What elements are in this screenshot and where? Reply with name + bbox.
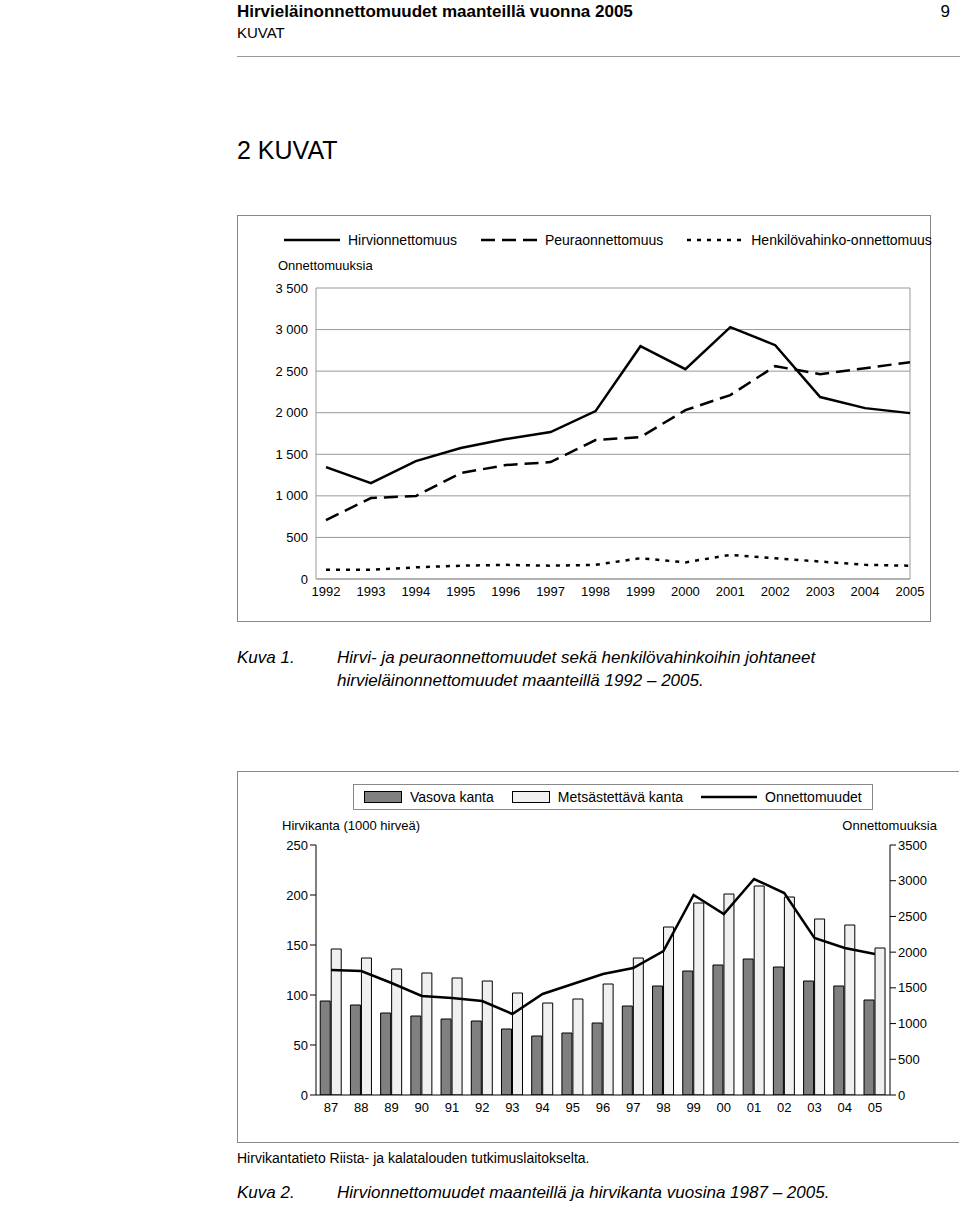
html-text:Henkilövahinko-onnettomuus: Henkilövahinko-onnettomuus bbox=[751, 232, 932, 248]
svg-text:200: 200 bbox=[286, 888, 308, 903]
svg-text:95: 95 bbox=[566, 1100, 580, 1115]
svg-text:94: 94 bbox=[535, 1100, 549, 1115]
svg-text:05: 05 bbox=[868, 1100, 882, 1115]
svg-text:1998: 1998 bbox=[581, 584, 610, 599]
html-text:Onnettomuuksia: Onnettomuuksia bbox=[842, 818, 937, 833]
svg-text:93: 93 bbox=[505, 1100, 519, 1115]
svg-text:92: 92 bbox=[475, 1100, 489, 1115]
html-text:Kuva 1.: Kuva 1. bbox=[237, 648, 295, 667]
svg-text:99: 99 bbox=[686, 1100, 700, 1115]
html-text:Hirvionnettomuus: Hirvionnettomuus bbox=[348, 232, 457, 248]
svg-text:2 500: 2 500 bbox=[275, 364, 308, 379]
svg-text:3500: 3500 bbox=[898, 838, 927, 853]
svg-text:250: 250 bbox=[286, 838, 308, 853]
svg-text:2002: 2002 bbox=[761, 584, 790, 599]
svg-text:1992: 1992 bbox=[312, 584, 341, 599]
svg-text:3000: 3000 bbox=[898, 873, 927, 888]
svg-text:500: 500 bbox=[898, 1052, 920, 1067]
svg-text:150: 150 bbox=[286, 938, 308, 953]
html-text:Vasova kanta: Vasova kanta bbox=[410, 789, 494, 805]
svg-text:3 500: 3 500 bbox=[275, 281, 308, 296]
html-text:Onnettomuuksia: Onnettomuuksia bbox=[278, 258, 373, 273]
svg-text:1000: 1000 bbox=[898, 1016, 927, 1031]
html-text:hirvieläinonnettomuudet maante: hirvieläinonnettomuudet maanteillä 1992 … bbox=[337, 671, 704, 690]
svg-text:2004: 2004 bbox=[851, 584, 880, 599]
svg-text:2000: 2000 bbox=[671, 584, 700, 599]
svg-text:1999: 1999 bbox=[626, 584, 655, 599]
svg-text:1996: 1996 bbox=[491, 584, 520, 599]
html-text:Peuraonnettomuus: Peuraonnettomuus bbox=[544, 232, 664, 248]
svg-text:97: 97 bbox=[626, 1100, 640, 1115]
svg-text:50: 50 bbox=[294, 1038, 308, 1053]
svg-text:2005: 2005 bbox=[896, 584, 925, 599]
svg-text:1500: 1500 bbox=[898, 980, 927, 995]
html-text:Hirvionnettomuudet maanteillä: Hirvionnettomuudet maanteillä ja hirvika… bbox=[337, 1183, 830, 1202]
html-text:KUVAT: KUVAT bbox=[237, 24, 285, 41]
svg-text:1995: 1995 bbox=[446, 584, 475, 599]
svg-text:87: 87 bbox=[324, 1100, 338, 1115]
html-text:Hirvi- ja peuraonnettomuudet s: Hirvi- ja peuraonnettomuudet sekä henkil… bbox=[337, 648, 816, 667]
html-text:Metsästettävä kanta: Metsästettävä kanta bbox=[557, 789, 684, 805]
html-text:Hirvieläinonnettomuudet maante: Hirvieläinonnettomuudet maanteillä vuonn… bbox=[237, 2, 633, 21]
svg-text:02: 02 bbox=[777, 1100, 791, 1115]
svg-text:0: 0 bbox=[301, 572, 308, 587]
svg-text:00: 00 bbox=[717, 1100, 731, 1115]
svg-text:91: 91 bbox=[445, 1100, 459, 1115]
html-text:Kuva 2.: Kuva 2. bbox=[237, 1183, 295, 1202]
svg-text:1 000: 1 000 bbox=[275, 488, 308, 503]
svg-text:96: 96 bbox=[596, 1100, 610, 1115]
svg-text:2003: 2003 bbox=[806, 584, 835, 599]
svg-text:2001: 2001 bbox=[716, 584, 745, 599]
html-text:Hirvikantatieto Riista- ja kal: Hirvikantatieto Riista- ja kalatalouden … bbox=[237, 1150, 590, 1166]
html-text:Hirvikanta (1000 hirveä): Hirvikanta (1000 hirveä) bbox=[282, 818, 420, 833]
svg-text:1997: 1997 bbox=[536, 584, 565, 599]
svg-text:90: 90 bbox=[415, 1100, 429, 1115]
svg-text:500: 500 bbox=[286, 530, 308, 545]
svg-text:0: 0 bbox=[301, 1088, 308, 1103]
svg-text:88: 88 bbox=[354, 1100, 368, 1115]
svg-text:01: 01 bbox=[747, 1100, 761, 1115]
svg-text:2000: 2000 bbox=[898, 945, 927, 960]
svg-text:1993: 1993 bbox=[356, 584, 385, 599]
svg-text:04: 04 bbox=[837, 1100, 851, 1115]
svg-text:98: 98 bbox=[656, 1100, 670, 1115]
html-text:Onnettomuudet: Onnettomuudet bbox=[765, 789, 862, 805]
svg-text:3 000: 3 000 bbox=[275, 322, 308, 337]
html-text:9: 9 bbox=[940, 2, 950, 21]
svg-text:0: 0 bbox=[898, 1088, 905, 1103]
svg-text:89: 89 bbox=[384, 1100, 398, 1115]
svg-text:03: 03 bbox=[807, 1100, 821, 1115]
svg-text:2 000: 2 000 bbox=[275, 405, 308, 420]
svg-text:100: 100 bbox=[286, 988, 308, 1003]
svg-text:1994: 1994 bbox=[401, 584, 430, 599]
html-text:2 KUVAT: 2 KUVAT bbox=[237, 136, 338, 164]
svg-text:1 500: 1 500 bbox=[275, 447, 308, 462]
svg-text:2500: 2500 bbox=[898, 909, 927, 924]
